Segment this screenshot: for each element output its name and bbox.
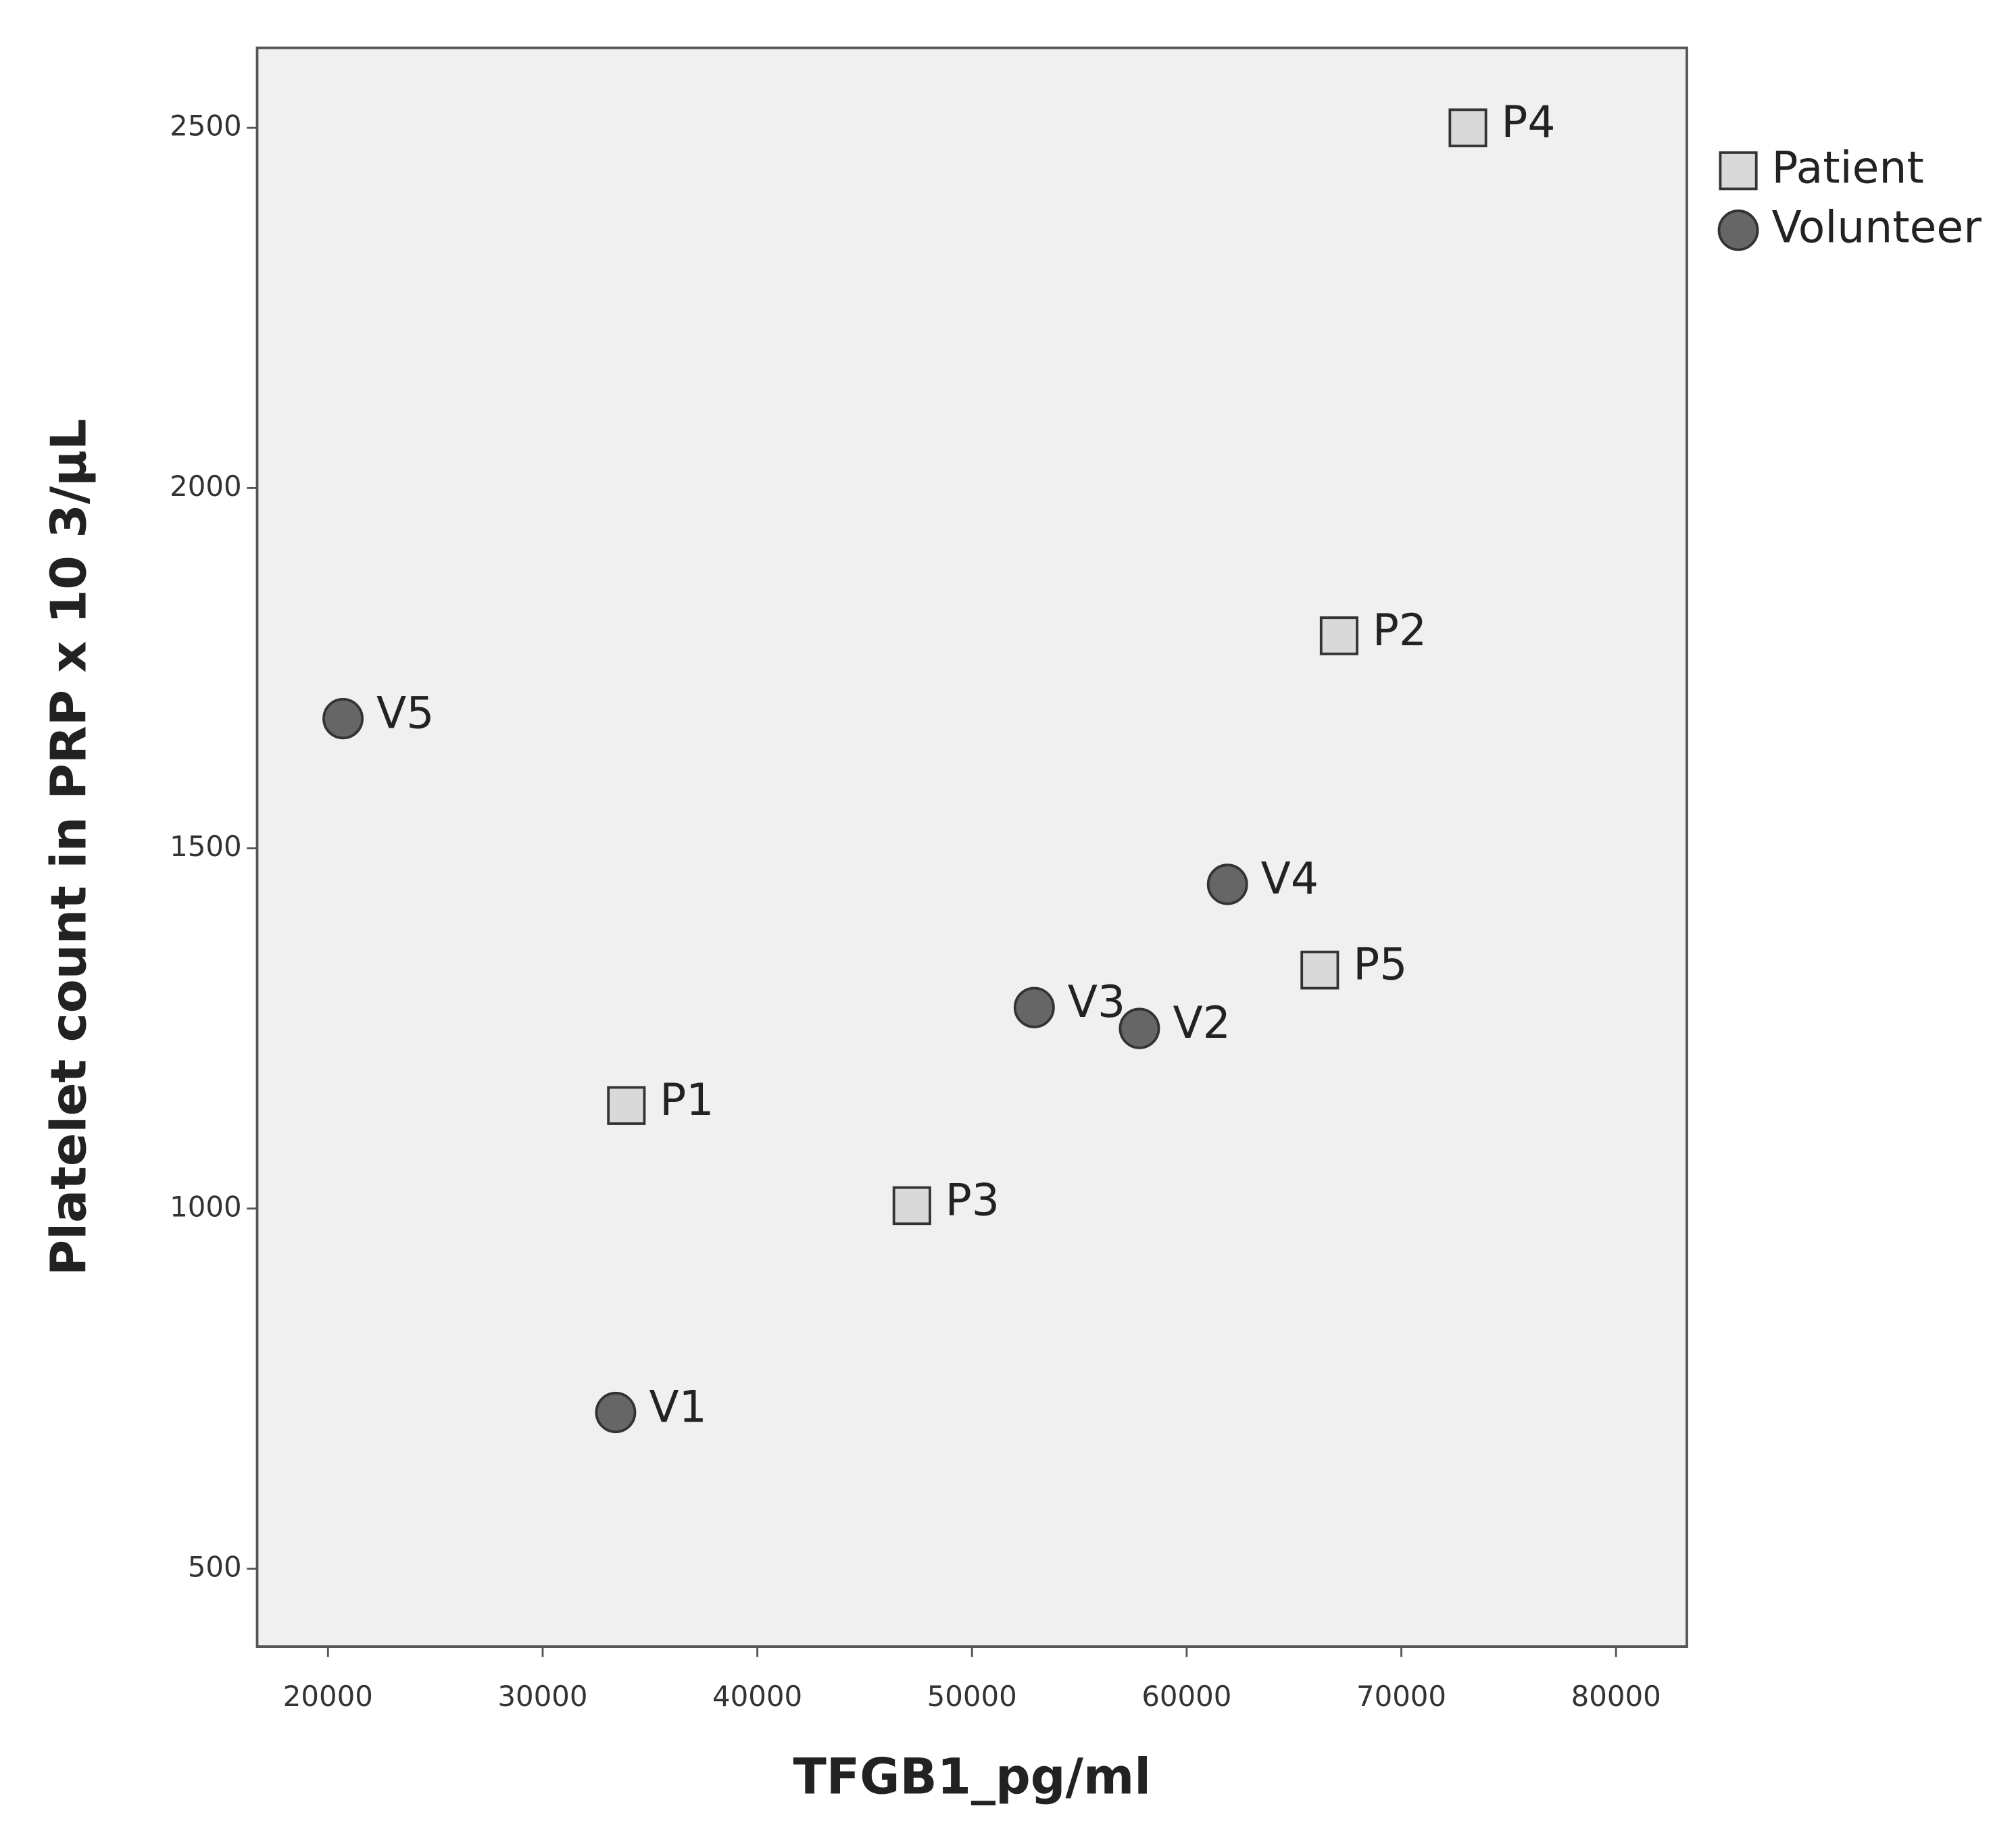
x-tick-label: 80000 xyxy=(1571,1680,1661,1713)
point-label: V3 xyxy=(1068,977,1125,1028)
x-tick-label: 20000 xyxy=(283,1680,373,1713)
point-label: P3 xyxy=(945,1175,1000,1226)
point-label: V4 xyxy=(1261,853,1319,904)
y-tick-label: 2000 xyxy=(170,470,241,503)
point-label: V5 xyxy=(376,688,434,738)
point-label: P4 xyxy=(1501,97,1555,148)
point xyxy=(1013,986,1055,1028)
legend-marker xyxy=(1717,209,1759,251)
x-tick-label: 60000 xyxy=(1141,1680,1231,1713)
point xyxy=(1118,1007,1160,1049)
point-label: V2 xyxy=(1173,998,1230,1049)
point-label: P5 xyxy=(1353,939,1407,990)
point xyxy=(322,697,364,740)
point-label: P1 xyxy=(660,1075,714,1126)
x-tick-label: 70000 xyxy=(1356,1680,1446,1713)
point-label: P2 xyxy=(1373,605,1427,656)
y-axis-title: Platelet count in PRP x 10 3/µL xyxy=(41,419,98,1276)
y-tick-label: 1500 xyxy=(170,830,241,863)
legend-label: Volunteer xyxy=(1772,202,1982,253)
legend-label: Patient xyxy=(1772,143,1924,193)
legend-marker xyxy=(1719,151,1758,191)
point xyxy=(1319,616,1358,655)
point xyxy=(595,1391,637,1434)
y-tick-label: 500 xyxy=(188,1550,242,1583)
x-tick-label: 50000 xyxy=(927,1680,1017,1713)
x-tick-label: 30000 xyxy=(497,1680,587,1713)
plot-area xyxy=(255,46,1688,1648)
y-tick-label: 2500 xyxy=(170,109,241,143)
point xyxy=(1206,863,1248,905)
point xyxy=(1448,108,1488,147)
point xyxy=(607,1086,646,1125)
point xyxy=(892,1186,931,1226)
x-axis-title: TFGB1_pg/ml xyxy=(793,1749,1151,1805)
point xyxy=(1300,951,1339,990)
y-tick-label: 1000 xyxy=(170,1190,241,1223)
point-label: V1 xyxy=(649,1382,706,1432)
x-tick-label: 40000 xyxy=(712,1680,802,1713)
